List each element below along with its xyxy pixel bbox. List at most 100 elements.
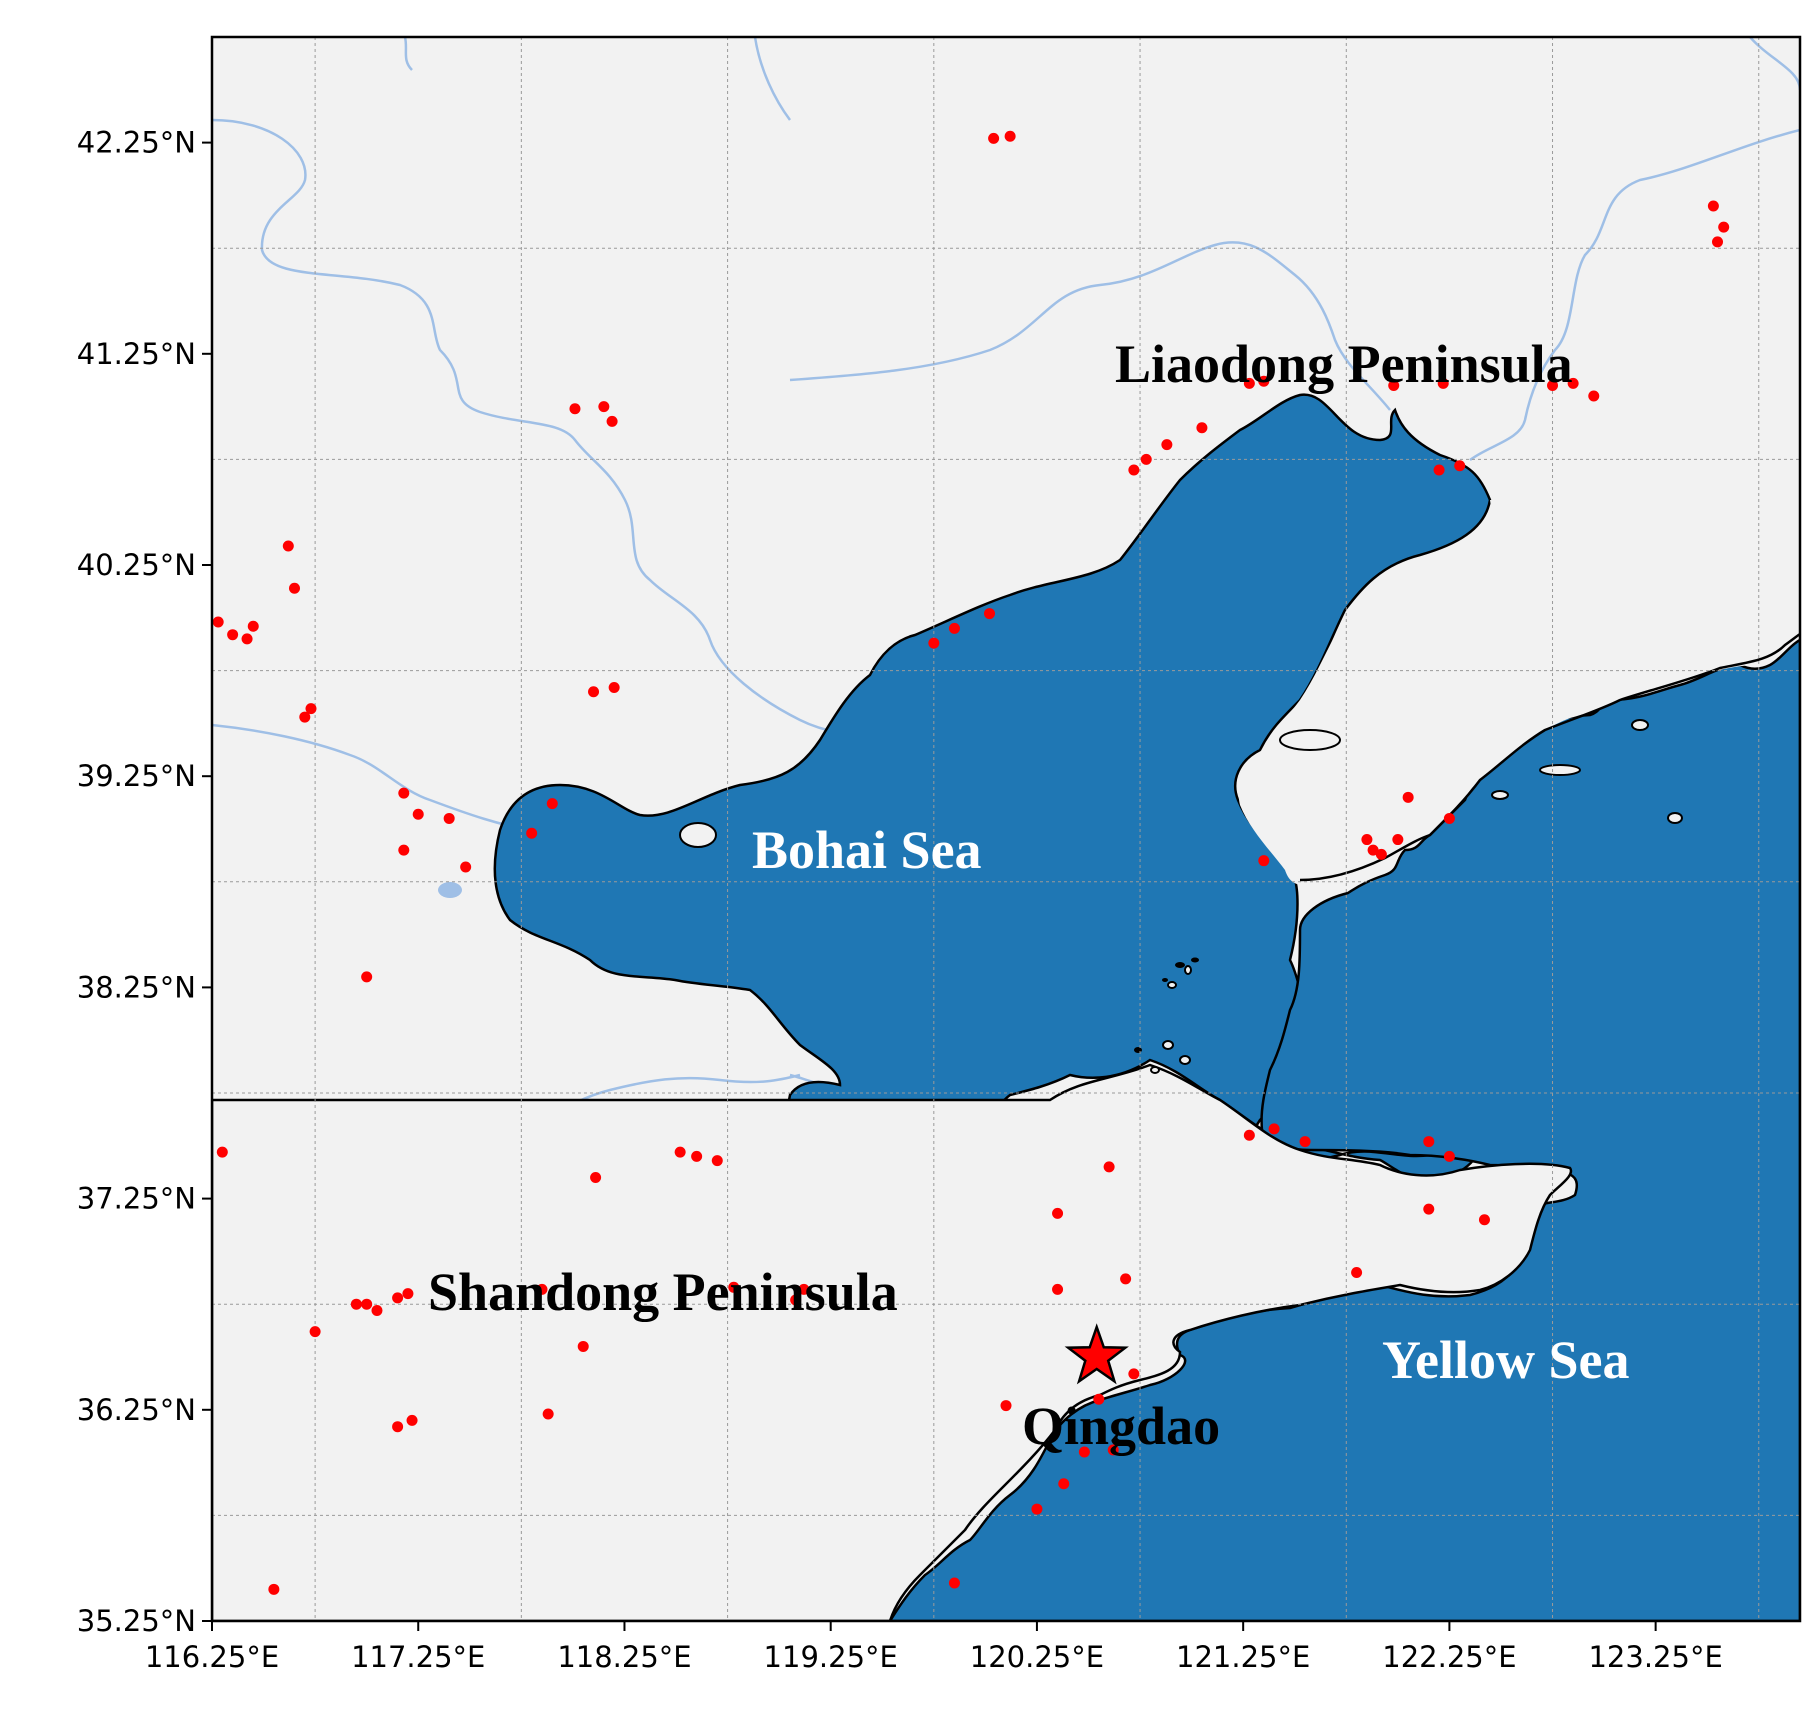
dot-icon xyxy=(1078,1446,1090,1458)
dot-icon xyxy=(398,844,410,856)
dot-icon xyxy=(1707,200,1719,212)
dot-icon xyxy=(1052,1283,1064,1295)
dot-icon xyxy=(691,1150,703,1162)
dot-icon xyxy=(588,686,600,698)
dot-icon xyxy=(361,971,373,983)
river-liaohe xyxy=(789,241,1391,411)
dot-icon xyxy=(1402,791,1414,803)
dot-icon xyxy=(282,540,294,552)
dot-icon xyxy=(460,861,472,873)
plot-frame xyxy=(210,35,1802,1623)
gridlines xyxy=(212,37,1800,1621)
river-northwest xyxy=(212,118,862,746)
dot-icon xyxy=(1258,855,1270,867)
label-qingdao: Qingdao xyxy=(1022,1396,1220,1456)
dot-icon xyxy=(1567,377,1579,389)
liaodong-land xyxy=(1238,500,1800,886)
lat-tick-label: 38.25°N xyxy=(77,970,196,1004)
dot-icon xyxy=(1140,453,1152,465)
dot-icon xyxy=(1375,848,1387,860)
dot-icon xyxy=(1268,1123,1280,1135)
star-icon xyxy=(1064,1323,1129,1385)
dot-icon xyxy=(928,637,940,649)
dot-icon xyxy=(606,415,618,427)
lat-tick-label: 42.25°N xyxy=(77,126,196,160)
dot-icon xyxy=(212,616,224,628)
dot-icon xyxy=(268,1583,280,1595)
dot-icon xyxy=(309,1326,321,1338)
dot-icon xyxy=(216,1146,228,1158)
latitude-axis: 42.25°N 41.25°N 40.25°N 39.25°N 38.25°N 37.25… xyxy=(77,126,212,1638)
lat-tick-label: 41.25°N xyxy=(77,337,196,371)
dot-icon xyxy=(398,787,410,799)
dot-icon xyxy=(1004,130,1016,142)
lat-tick-label: 40.25°N xyxy=(77,548,196,582)
dot-icon xyxy=(1433,464,1445,476)
dot-icon xyxy=(1547,379,1559,391)
dot-icon xyxy=(371,1305,383,1317)
dot-icon xyxy=(299,711,311,723)
lat-tick-label: 36.25°N xyxy=(77,1393,196,1427)
river-north2 xyxy=(753,37,792,121)
dot-icon xyxy=(1392,834,1404,846)
dot-icon xyxy=(598,401,610,413)
dot-icon xyxy=(1031,1503,1043,1515)
dot-icon xyxy=(590,1171,602,1183)
lon-tick-label: 119.25°E xyxy=(764,1640,898,1674)
dot-icon xyxy=(241,633,253,645)
dot-icon xyxy=(988,132,1000,144)
dot-icon xyxy=(1052,1207,1064,1219)
dot-icon xyxy=(608,681,620,693)
dot-icon xyxy=(711,1155,723,1167)
dot-icon xyxy=(1161,439,1173,451)
dot-icon xyxy=(288,582,300,594)
dot-icon xyxy=(569,403,581,415)
label-bohai-sea: Bohai Sea xyxy=(752,820,982,880)
dot-icon xyxy=(1107,1444,1119,1456)
dot-icon xyxy=(1367,844,1379,856)
dot-icon xyxy=(674,1146,686,1158)
dot-icon xyxy=(1423,1136,1435,1148)
lon-tick-label: 120.25°E xyxy=(970,1640,1104,1674)
lon-tick-label: 117.25°E xyxy=(351,1640,485,1674)
dot-icon xyxy=(247,620,259,632)
dot-icon xyxy=(536,1283,548,1295)
dot-icon xyxy=(1443,1150,1455,1162)
lon-tick-label: 118.25°E xyxy=(557,1640,691,1674)
river-haihe xyxy=(212,723,531,832)
shandong-tip xyxy=(212,1063,1573,1621)
dot-icon xyxy=(1196,422,1208,434)
dot-icon xyxy=(392,1421,404,1433)
dot-icon xyxy=(1388,379,1400,391)
dot-icon xyxy=(798,1283,810,1295)
dot-icon xyxy=(406,1414,418,1426)
lon-tick-label: 121.25°E xyxy=(1176,1640,1310,1674)
lake xyxy=(438,882,462,898)
dot-icon xyxy=(1443,812,1455,824)
dot-icon xyxy=(546,798,558,810)
dot-icon xyxy=(1351,1267,1363,1279)
islands xyxy=(679,719,1683,1074)
dot-icon xyxy=(361,1298,373,1310)
river-north xyxy=(403,37,413,71)
dot-icon xyxy=(1454,460,1466,472)
label-liaodong-peninsula: Liaodong Peninsula xyxy=(1115,334,1573,394)
dot-icon xyxy=(526,827,538,839)
dot-icon xyxy=(350,1298,362,1310)
dot-icon xyxy=(728,1281,740,1293)
dot-icon xyxy=(948,622,960,634)
dot-icon xyxy=(1128,464,1140,476)
dot-icon xyxy=(790,1294,802,1306)
dot-icon xyxy=(1588,390,1600,402)
dot-icon xyxy=(402,1288,414,1300)
dot-icon xyxy=(577,1340,589,1352)
dot-icon xyxy=(1058,1478,1070,1490)
dot-icon xyxy=(1718,221,1730,233)
label-yellow-sea: Yellow Sea xyxy=(1382,1330,1629,1390)
dot-icon xyxy=(1258,375,1270,387)
dot-icon xyxy=(392,1292,404,1304)
dot-icon xyxy=(412,808,424,820)
dot-icon xyxy=(1120,1273,1132,1285)
station-markers xyxy=(212,130,1730,1595)
dot-icon xyxy=(542,1408,554,1420)
